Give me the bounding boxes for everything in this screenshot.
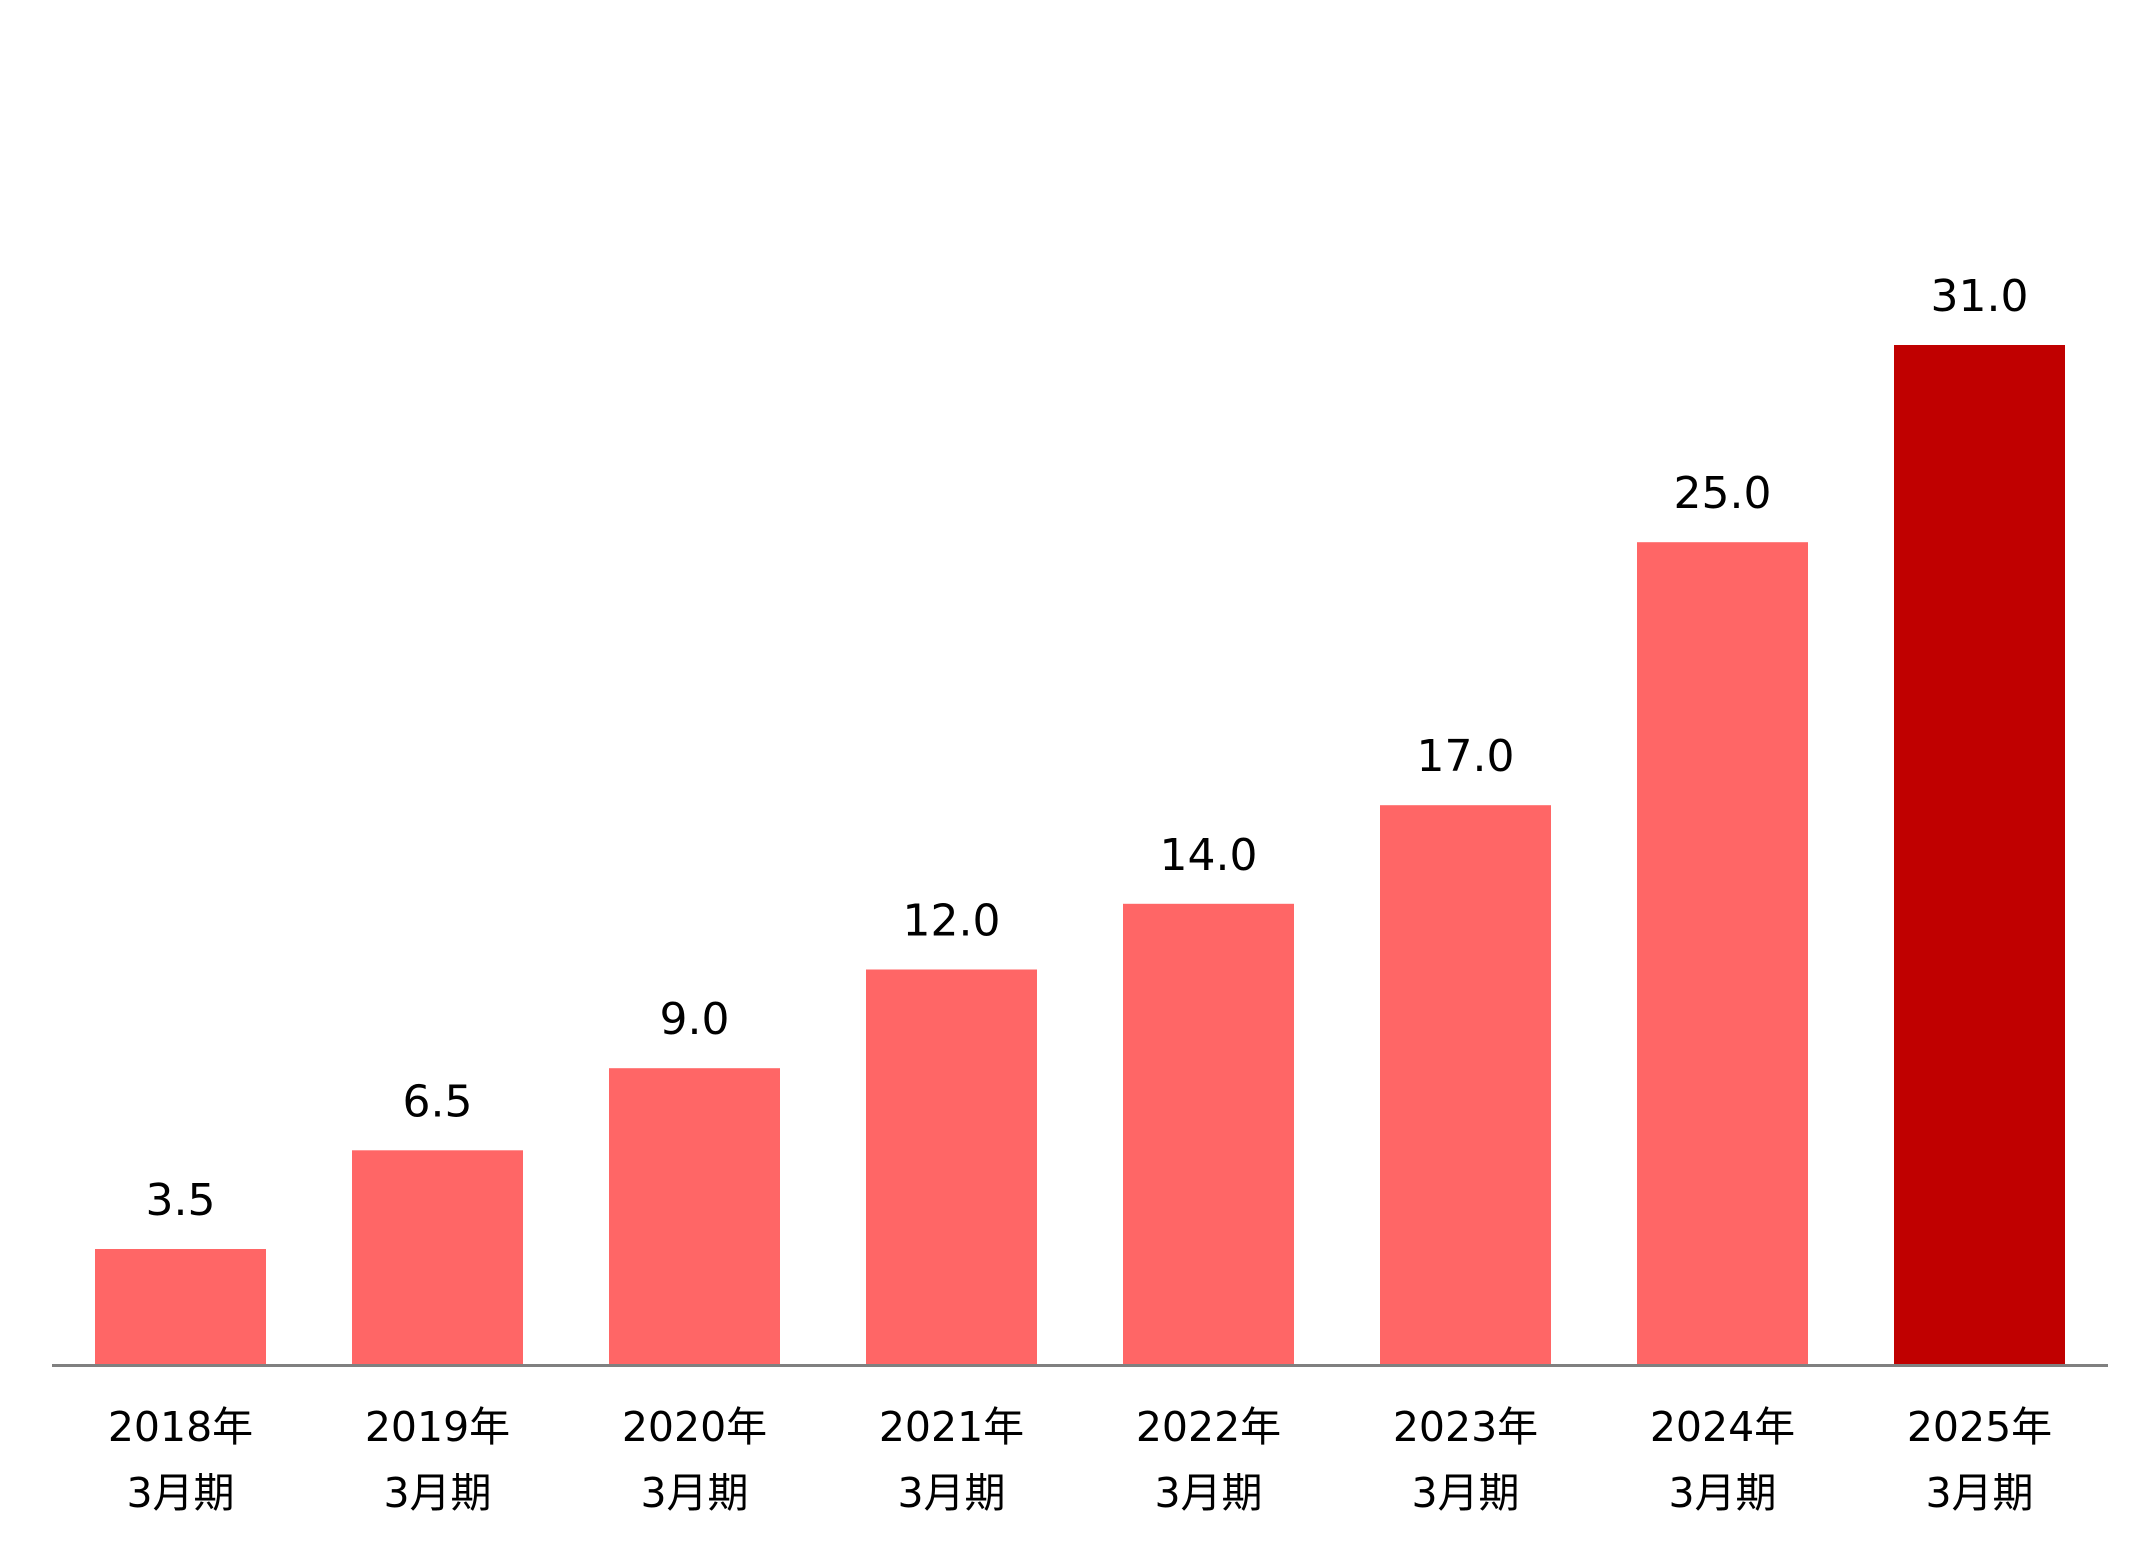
- value-label: 3.5: [146, 1175, 216, 1226]
- value-label: 12.0: [903, 896, 1001, 947]
- value-labels-group: 3.5 6.5 9.0 12.0 14.0 17.0 25.0 31.0: [146, 271, 2029, 1226]
- x-tick-label-period: 3月期: [1925, 1469, 2033, 1517]
- x-tick-label-year: 2020年: [622, 1403, 767, 1451]
- x-tick-label-year: 2018年: [108, 1403, 253, 1451]
- bar-2025年: [1894, 345, 2065, 1364]
- bar-2019年: [352, 1150, 523, 1364]
- bar-2018年: [95, 1249, 266, 1364]
- value-label: 17.0: [1417, 731, 1515, 782]
- x-tick-label-period: 3月期: [1668, 1469, 1776, 1517]
- value-label: 6.5: [403, 1076, 473, 1127]
- x-tick-label-year: 2019年: [365, 1403, 510, 1451]
- value-label: 14.0: [1160, 830, 1258, 881]
- bar-2022年: [1123, 903, 1294, 1364]
- bar-2020年: [609, 1068, 780, 1364]
- x-tick-label-year: 2025年: [1907, 1403, 2052, 1451]
- x-tick-label-period: 3月期: [1154, 1469, 1262, 1517]
- value-label: 9.0: [660, 994, 730, 1045]
- value-label: 25.0: [1674, 468, 1772, 519]
- x-tick-label-period: 3月期: [1411, 1469, 1519, 1517]
- bar-2023年: [1380, 805, 1551, 1364]
- x-tick-label-year: 2023年: [1393, 1403, 1538, 1451]
- x-tick-labels-group: 2018年 3月期 2019年 3月期 2020年 3月期 2021年 3月期 2022年 3月期…: [108, 1403, 2052, 1517]
- x-tick-label-year: 2021年: [879, 1403, 1024, 1451]
- x-tick-label-year: 2024年: [1650, 1403, 1795, 1451]
- x-tick-label-year: 2022年: [1136, 1403, 1281, 1451]
- x-tick-label-period: 3月期: [126, 1469, 234, 1517]
- value-label: 31.0: [1931, 271, 2029, 322]
- x-tick-label-period: 3月期: [383, 1469, 491, 1517]
- bars-group: [95, 345, 2065, 1364]
- x-tick-label-period: 3月期: [640, 1469, 748, 1517]
- x-tick-label-period: 3月期: [897, 1469, 1005, 1517]
- bar-2024年: [1637, 542, 1808, 1364]
- bar-2021年: [866, 969, 1037, 1364]
